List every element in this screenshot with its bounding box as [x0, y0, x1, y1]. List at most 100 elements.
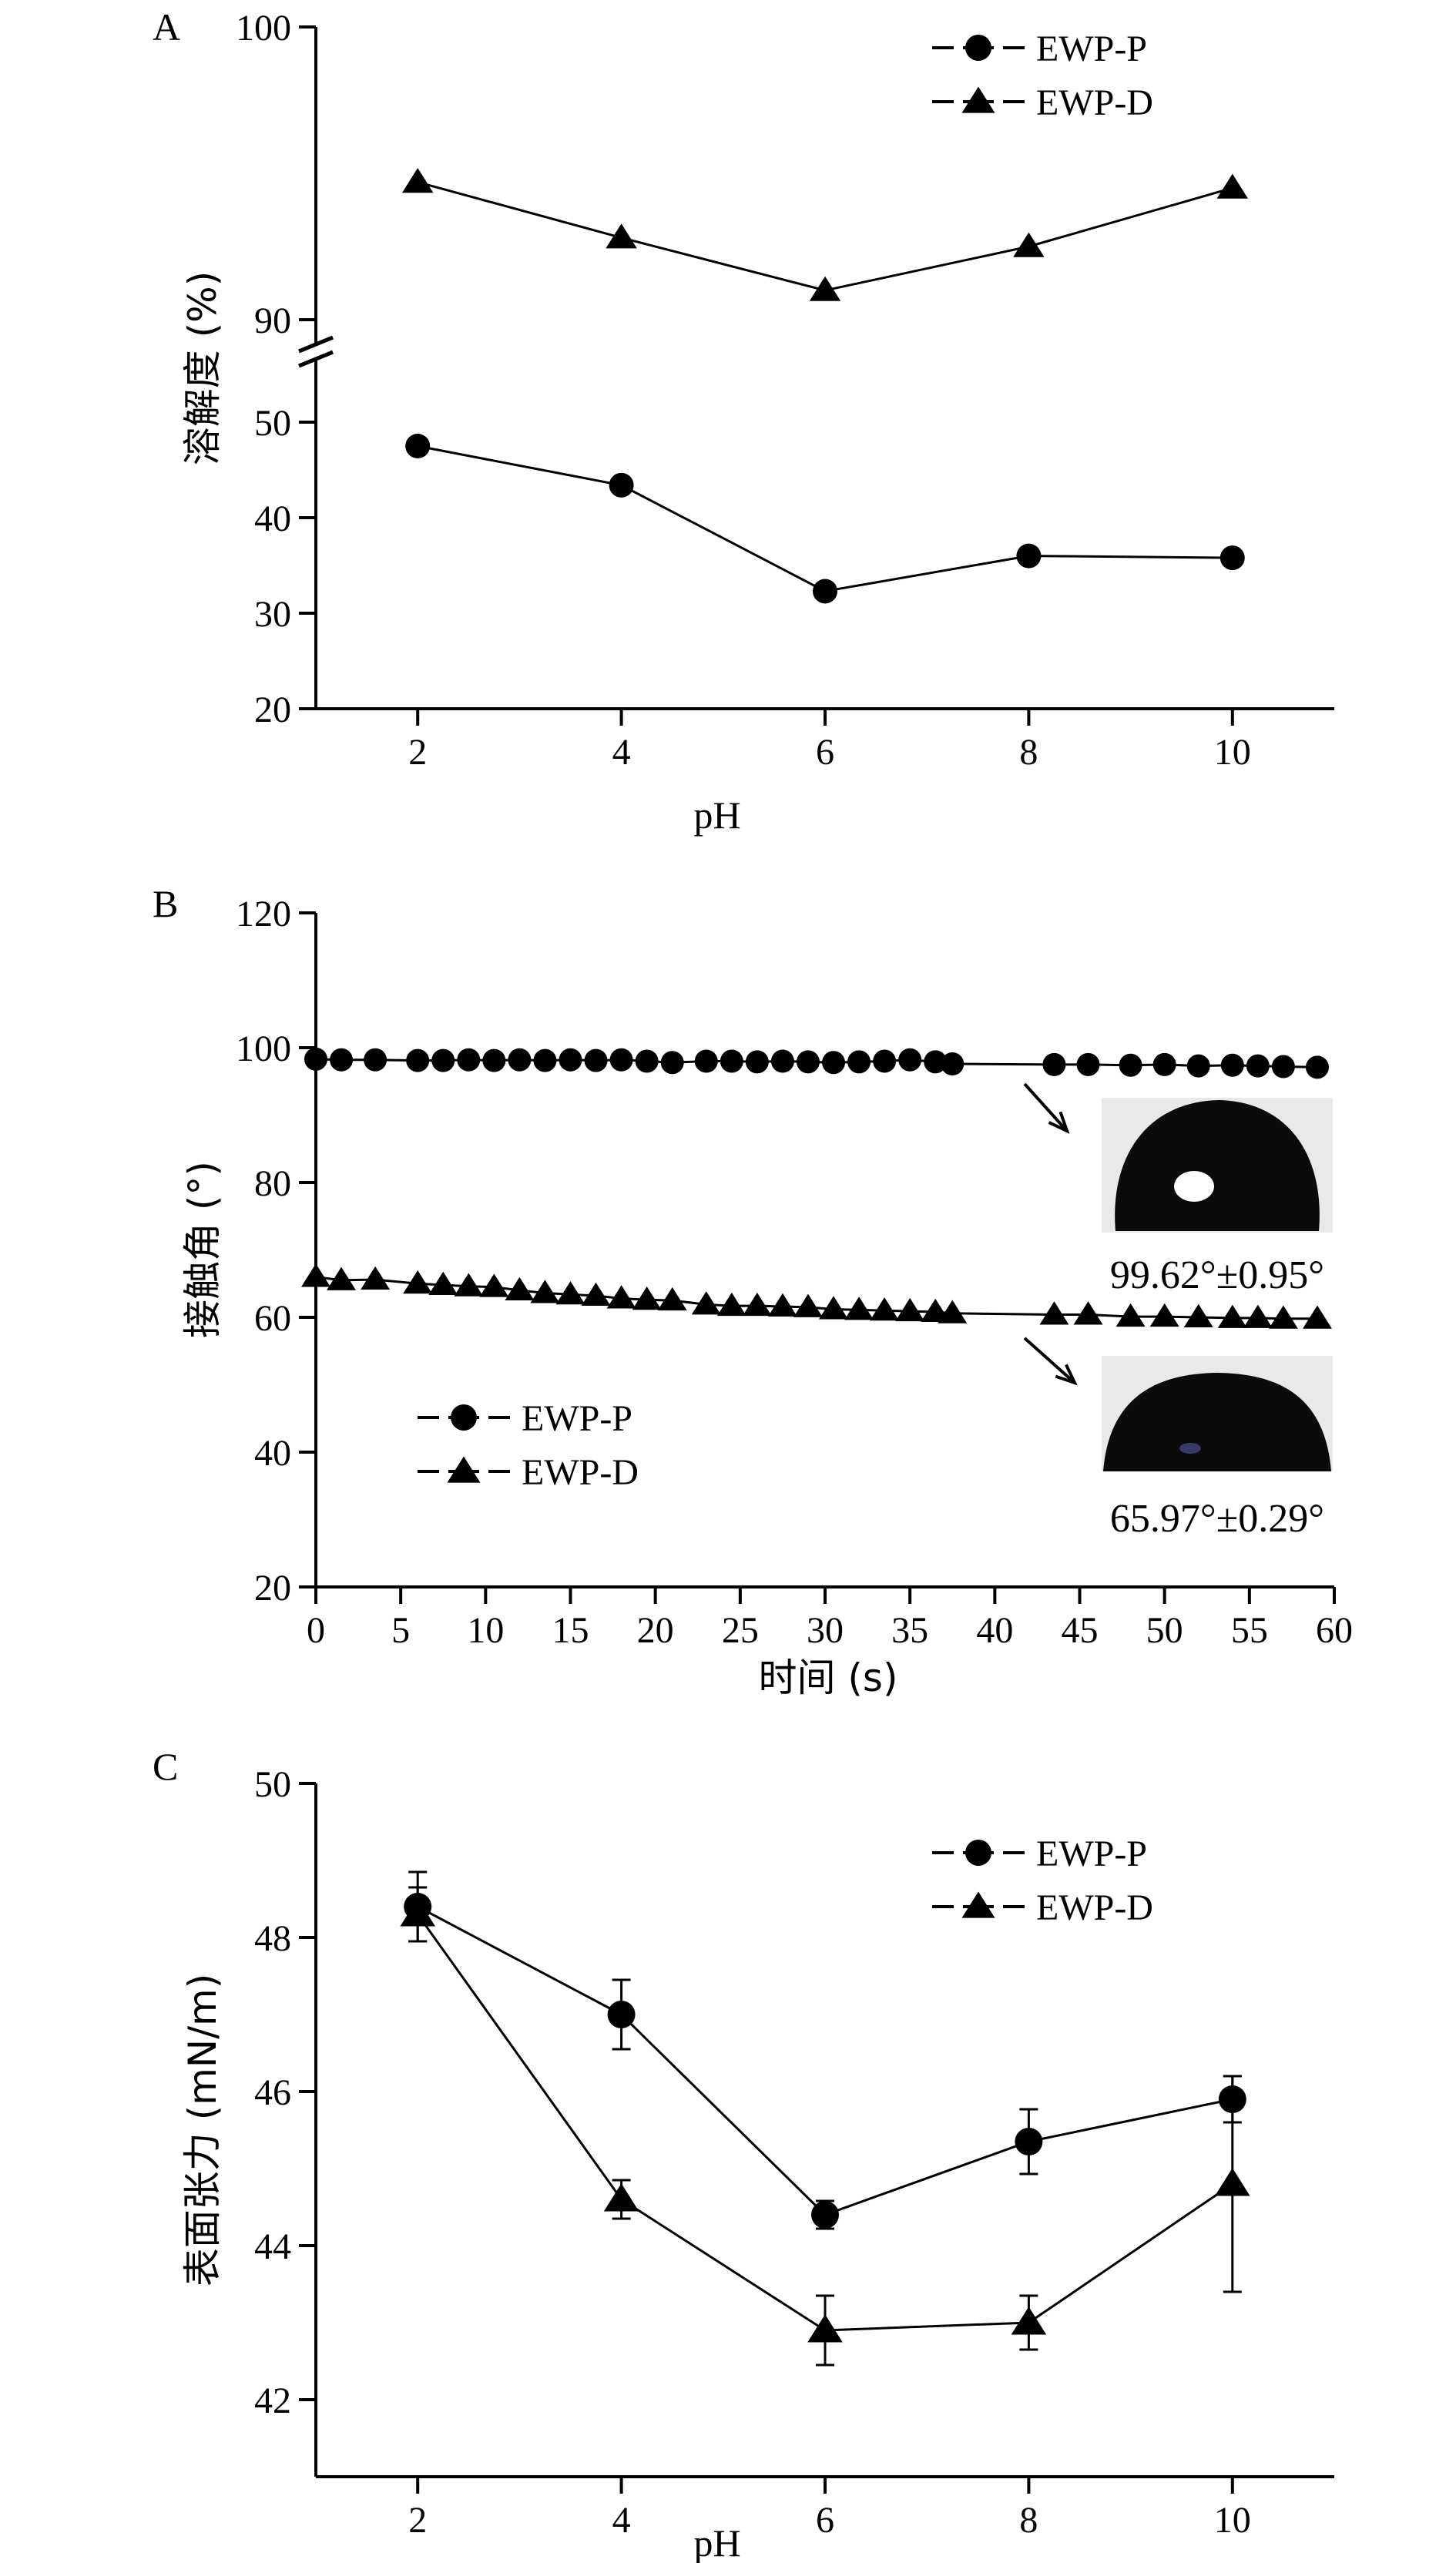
panel-b-series-0-point-11 — [609, 1048, 633, 1072]
panel-b-legend-label-1: EWP-D — [522, 1452, 639, 1493]
panel-b-legend-marker-0 — [451, 1404, 477, 1431]
panel-c-series-1-point-2 — [807, 2314, 843, 2343]
panel-b-y-tick-label-0: 20 — [254, 1568, 291, 1609]
panel-c-series-1-point-4 — [1215, 2168, 1250, 2196]
panel-b-series-1-point-16 — [742, 1292, 772, 1317]
panel-b-y-tick-label-3: 80 — [254, 1163, 291, 1204]
panel-b-series-0-point-6 — [482, 1048, 506, 1072]
panel-b-x-tick-label-10: 50 — [1146, 1610, 1183, 1651]
panel-b-series-1-point-8 — [530, 1280, 560, 1303]
panel-a-x-tick-label-4: 10 — [1214, 732, 1251, 773]
panel-c-x-tick-label-3: 8 — [1019, 2500, 1038, 2541]
panel-b-series-0-point-4 — [431, 1048, 455, 1072]
panel-b-series-0-point-1 — [330, 1048, 354, 1072]
panel-c-series-1-point-3 — [1011, 2306, 1047, 2335]
panel-a-legend-label-1: EWP-D — [1036, 82, 1153, 123]
panel-b-annotation-1: 65.97°±0.29° — [1110, 1497, 1324, 1541]
panel-b-series-0-point-8 — [533, 1048, 557, 1072]
panel-b-y-tick-label-2: 60 — [254, 1298, 291, 1339]
panel-a: A 20 30 40 50 90 100 2 4 6 8 10 pH 溶解度 (%) EWP-P EWP-D — [153, 5, 1334, 837]
panel-b-series-0-point-7 — [508, 1048, 532, 1072]
panel-b-series-1-point-5 — [454, 1273, 484, 1297]
panel-b-series-1-point-18 — [793, 1293, 823, 1317]
panel-a-y-tick-label-1: 30 — [254, 594, 291, 635]
panel-a-y-label: 溶解度 (%) — [180, 271, 225, 465]
panel-b-x-tick-label-5: 25 — [722, 1610, 759, 1651]
panel-c-legend-label-0: EWP-P — [1036, 1833, 1147, 1874]
panel-b-series-0-point-29 — [1186, 1054, 1210, 1078]
panel-c-series-1-point-0 — [400, 1898, 435, 1927]
panel-b-series-0-point-31 — [1246, 1054, 1270, 1078]
panel-b-arrow-1-shaft — [1023, 1082, 1069, 1132]
panel-b-y-tick-label-4: 100 — [236, 1028, 291, 1069]
panel-b-annotation-0: 99.62°±0.95° — [1110, 1253, 1324, 1297]
panel-a-legend-marker-1 — [961, 86, 995, 113]
panel-a-legend-label-0: EWP-P — [1036, 29, 1147, 69]
panel-b-series-1-point-2 — [361, 1266, 391, 1290]
panel-c-y-tick-label-0: 42 — [254, 2380, 291, 2421]
panel-b-series-0-point-3 — [406, 1048, 430, 1072]
panel-b-series-1-point-11 — [606, 1285, 636, 1309]
panel-b-series-1-point-19 — [819, 1296, 848, 1320]
panel-b-series-1-point-12 — [632, 1287, 662, 1310]
panel-a-series-0-point-3 — [1016, 543, 1042, 569]
panel-b-series-0-point-12 — [635, 1049, 659, 1073]
panel-b-series-0-point-30 — [1220, 1053, 1244, 1077]
panel-a-series-0-point-1 — [609, 472, 634, 498]
panel-b-x-label: 时间 (s) — [759, 1656, 898, 1700]
panel-b-x-tick-label-7: 35 — [891, 1610, 928, 1651]
panel-b-series-0-point-14 — [694, 1049, 718, 1073]
panel-a-y-tick-label-2: 40 — [254, 498, 291, 539]
panel-c-y-label: 表面张力 (mN/m) — [180, 1974, 225, 2287]
panel-a-series-1-point-2 — [809, 276, 841, 301]
panel-a-series-1-point-1 — [606, 223, 637, 249]
panel-b-inset-1-highlight — [1174, 1171, 1214, 1202]
panel-b-series-0-point-27 — [1119, 1053, 1142, 1077]
panel-b-series-0-point-22 — [898, 1048, 922, 1072]
panel-b-series-1-point-26 — [1073, 1301, 1103, 1325]
panel-b-letter: B — [153, 882, 178, 925]
panel-a-x-label: pH — [693, 793, 740, 837]
panel-c-letter: C — [153, 1745, 178, 1788]
panel-a-series-0-point-0 — [405, 434, 431, 458]
panel-b-x-tick-label-8: 40 — [976, 1610, 1013, 1651]
panel-b-series-1-point-7 — [505, 1276, 535, 1300]
panel-b-series-1-point-3 — [403, 1270, 433, 1294]
panel-a-legend-marker-0 — [965, 35, 991, 61]
panel-b-series-1-point-31 — [1243, 1304, 1273, 1328]
panel-a-series-1-point-3 — [1013, 232, 1045, 257]
panel-a-axis-break-mark-1 — [298, 335, 334, 354]
panel-b-series-0-point-16 — [745, 1050, 769, 1074]
panel-c-series-1-point-1 — [603, 2183, 639, 2212]
panel-c-y-tick-label-1: 44 — [254, 2226, 291, 2267]
panel-b-series-1-point-25 — [1039, 1301, 1069, 1325]
panel-b-series-1-point-28 — [1149, 1303, 1179, 1327]
panel-b-series-0-point-21 — [873, 1049, 897, 1073]
panel-b-series-1-point-4 — [428, 1271, 458, 1295]
panel-b-series-1-point-29 — [1183, 1303, 1213, 1327]
panel-b-series-1-point-33 — [1302, 1305, 1332, 1329]
panel-b-series-1-point-0 — [301, 1263, 330, 1287]
panel-a-series-0-point-4 — [1219, 545, 1245, 571]
panel-b-series-0-line — [315, 1058, 1317, 1068]
panel-b-y-tick-label-1: 40 — [254, 1433, 291, 1474]
panel-b-series-1-point-1 — [327, 1266, 357, 1290]
panel-b-series-1-point-22 — [895, 1297, 925, 1322]
panel-b-series-1-point-21 — [870, 1297, 900, 1321]
panel-a-x-tick-label-2: 6 — [816, 732, 834, 773]
panel-b-legend-marker-1 — [447, 1456, 481, 1483]
panel-b-series-1-point-10 — [581, 1282, 611, 1306]
panel-b-series-0-point-23 — [924, 1050, 948, 1074]
panel-b-series-1-point-14 — [691, 1291, 721, 1315]
panel-c-legend-label-1: EWP-D — [1036, 1887, 1153, 1928]
panel-a-series-0-point-2 — [813, 579, 837, 604]
panel-b-series-0-point-26 — [1076, 1052, 1100, 1076]
panel-b-series-1-point-13 — [657, 1287, 687, 1311]
panel-b-x-tick-label-3: 15 — [552, 1610, 589, 1651]
panel-b-arrow-2-shaft — [1023, 1337, 1076, 1384]
panel-b-series-0-point-19 — [822, 1051, 846, 1075]
panel-b-series-1-point-20 — [844, 1297, 874, 1320]
panel-b-series-0-point-33 — [1305, 1055, 1329, 1079]
